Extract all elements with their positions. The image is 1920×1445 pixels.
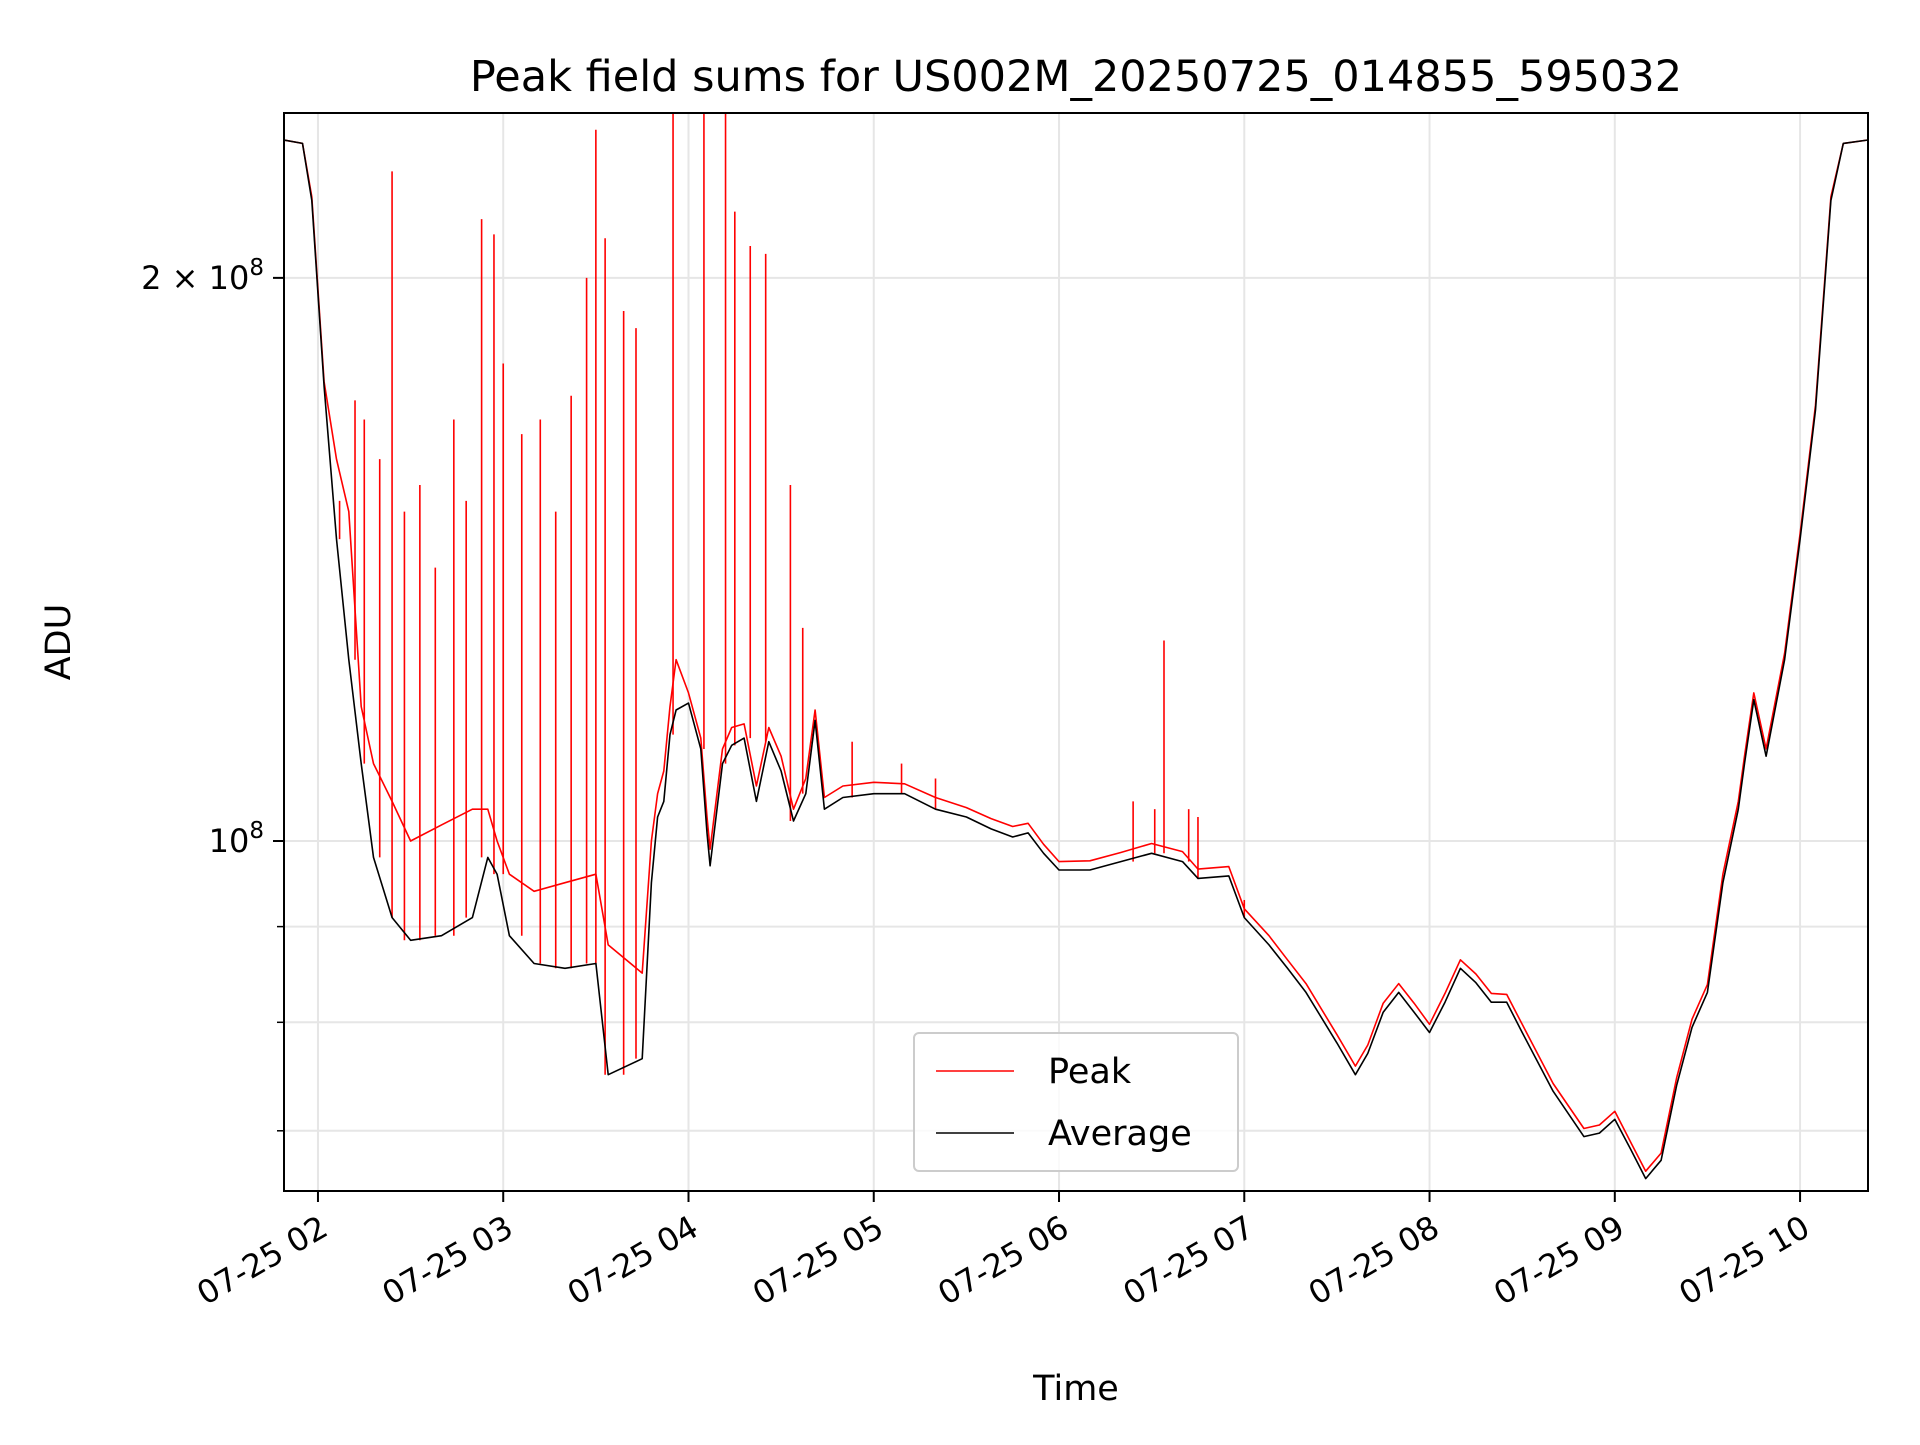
y-axis-label: ADU [39, 604, 79, 681]
chart-title: Peak field sums for US002M_20250725_0148… [470, 52, 1682, 102]
average-series-line [284, 139, 1868, 1180]
series-lines [284, 113, 1868, 1180]
legend-box [913, 1032, 1239, 1172]
x-axis-label: Time [1032, 1369, 1119, 1409]
legend-label-average: Average [1048, 1114, 1192, 1154]
y-tick-label: 108 [209, 818, 264, 860]
peak-series-line [284, 139, 1868, 1172]
legend: Peak Average [913, 1032, 1239, 1172]
plot-frame [283, 112, 1869, 1192]
y-tick-label: 2 × 108 [141, 255, 264, 297]
legend-label-peak: Peak [1048, 1052, 1132, 1092]
